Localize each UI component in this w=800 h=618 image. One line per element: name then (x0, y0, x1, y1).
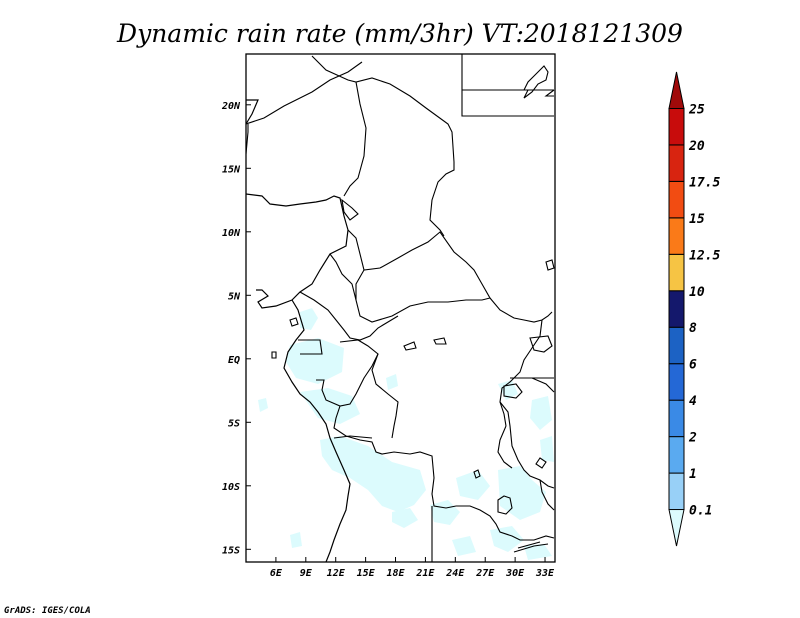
colorbar-swatch (668, 363, 685, 401)
atlantic-coastline (246, 193, 351, 562)
colorbar-label: 15 (689, 212, 705, 227)
rain-patch (286, 338, 344, 384)
rain-patch (490, 526, 524, 552)
x-tick-label: 9E (300, 568, 313, 579)
map-area (246, 54, 555, 562)
colorbar-label: 0.1 (689, 504, 712, 519)
x-tick-label: 18E (386, 568, 405, 579)
sahara-coast-fragment (246, 99, 259, 125)
colorbar-swatch (668, 472, 685, 511)
x-tick-label: 30E (505, 568, 525, 579)
y-tick-label: 10N (222, 228, 241, 239)
colorbar-swatch (668, 217, 685, 255)
rain-patch (524, 544, 552, 560)
colorbar-swatch (668, 253, 685, 292)
y-tick-label: 15N (222, 164, 241, 175)
x-tick-label: 24E (445, 568, 465, 579)
colorbar-label: 20 (688, 139, 705, 154)
colorbar-label: 25 (688, 102, 705, 117)
colorbar-swatch (668, 290, 685, 328)
rain-patch (300, 308, 318, 330)
colorbar-swatch (668, 71, 685, 109)
x-tick-label: 15E (357, 568, 376, 579)
colorbar-legend: 0.1 1 2 4 6 8 10 12.5 15 17.5 20 25 (668, 71, 720, 547)
colorbar-label: 1 (689, 467, 697, 482)
colorbar-label: 17.5 (689, 175, 720, 190)
y-tick-label: 5S (228, 418, 240, 429)
rain-patch (258, 398, 268, 412)
x-tick-label: 12E (327, 568, 346, 579)
x-axis: 6E 9E 12E 15E 18E 21E 24E 27E 30E 33E (270, 557, 555, 579)
grads-credit: GrADS: IGES/COLA (4, 606, 91, 616)
colorbar-swatch (668, 399, 685, 438)
y-tick-label: 20N (221, 101, 241, 112)
x-tick-label: 21E (415, 568, 435, 579)
rain-patch (530, 396, 552, 430)
rain-patch (430, 500, 460, 525)
page-title: Dynamic rain rate (mm/3hr) VT:2018121309 (116, 19, 683, 48)
x-tick-label: 27E (475, 568, 495, 579)
rain-patch (498, 466, 546, 520)
colorbar-label: 2 (688, 431, 697, 446)
colorbar-swatch (668, 144, 685, 182)
country-borders (246, 54, 555, 562)
colorbar-label: 12.5 (689, 248, 720, 263)
y-axis: 20N 15N 10N 5N EQ 5S 10S 15S (221, 101, 251, 556)
y-tick-label: EQ (228, 355, 240, 366)
y-tick-label: 5N (228, 291, 241, 302)
colorbar-label: 6 (689, 358, 697, 373)
colorbar-label: 8 (689, 321, 697, 336)
rain-patch (456, 470, 490, 500)
colorbar-swatch (668, 509, 685, 547)
rain-patch (320, 436, 426, 512)
colorbar-label: 10 (689, 285, 705, 300)
colorbar-swatch (668, 180, 685, 219)
rain-field-light (258, 308, 554, 560)
plot-frame (245, 53, 556, 563)
rain-patch (290, 532, 302, 548)
rain-patch (540, 436, 554, 462)
rain-patch (300, 388, 360, 424)
colorbar-swatch (668, 436, 685, 474)
x-tick-label: 6E (270, 568, 283, 579)
y-tick-label: 10S (222, 482, 240, 493)
rain-patch (386, 374, 398, 390)
rain-patch (452, 536, 476, 556)
y-tick-label: 15S (222, 545, 240, 556)
rain-patch (392, 508, 418, 528)
colorbar-swatch (668, 326, 685, 365)
x-tick-label: 33E (535, 568, 555, 579)
colorbar-label: 4 (689, 394, 697, 409)
colorbar-swatch (668, 107, 685, 146)
